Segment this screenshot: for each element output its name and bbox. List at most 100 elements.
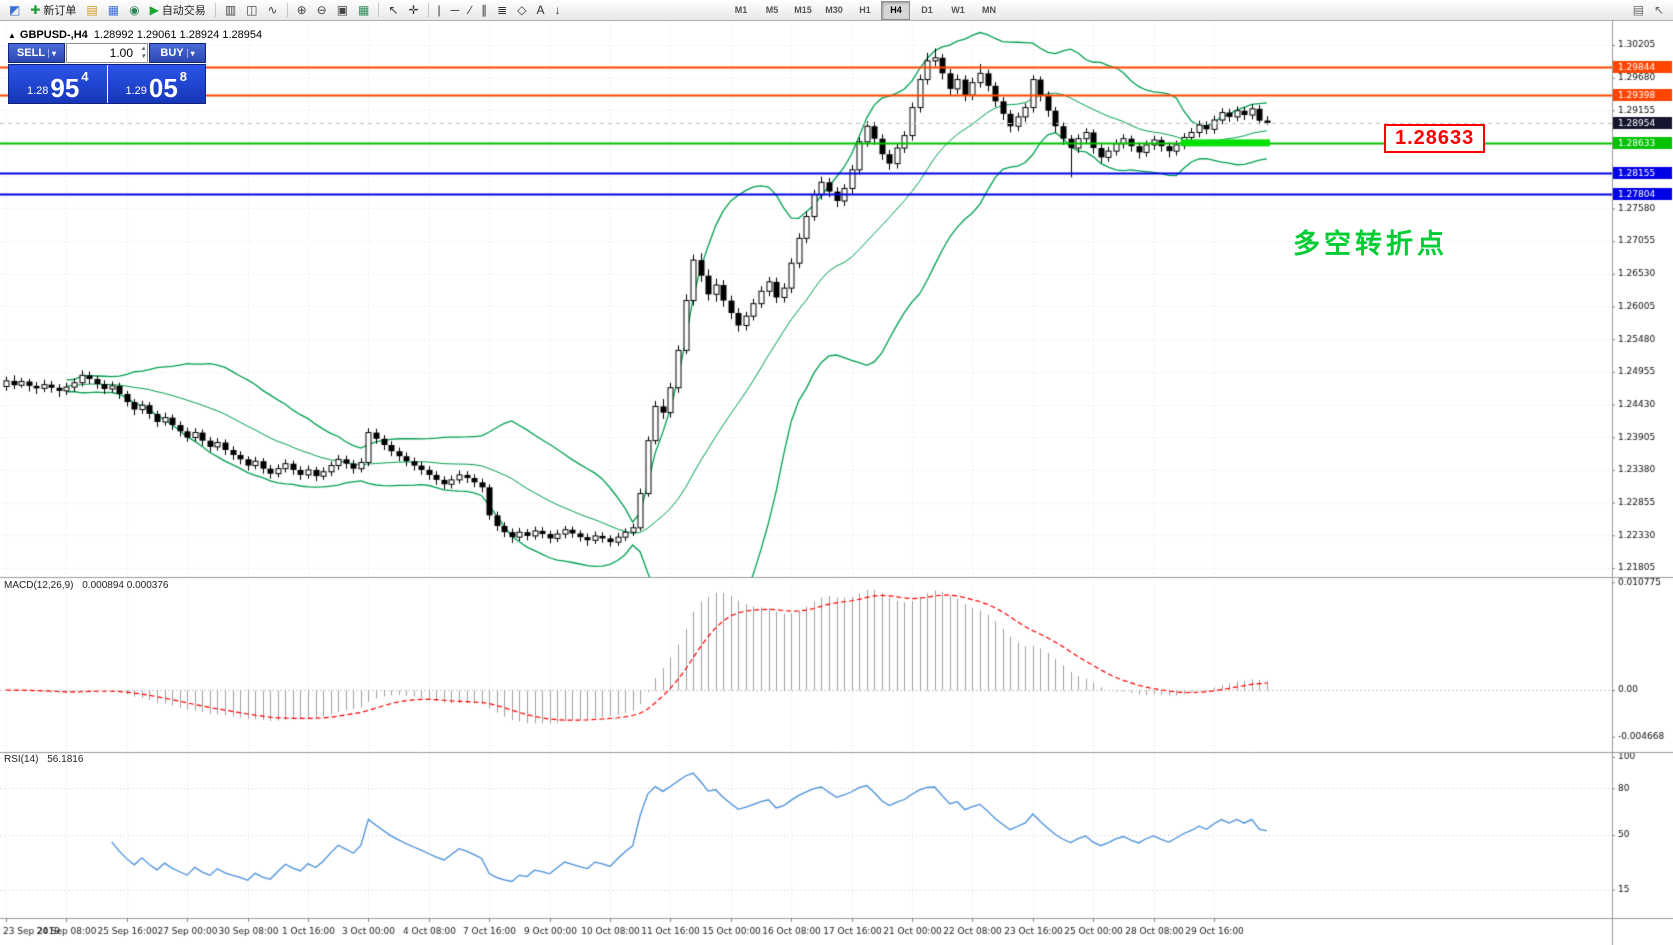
timeframe-button-h1[interactable]: H1 [859,5,871,15]
ask-price[interactable]: 1.29 05 8 [107,65,205,103]
trade-panel-toggle-icon[interactable]: ▲ [8,31,16,40]
chart-title: ▲ GBPUSD-,H4 1.28992 1.29061 1.28924 1.28… [8,29,262,41]
auto-trading-button-label: 自动交易 [161,5,206,17]
bid-price-pips: 95 [50,73,80,103]
bid-price[interactable]: 1.28 95 4 [9,65,107,103]
mt-logo-icon[interactable]: ◩ [5,0,24,20]
profile-icon[interactable]: ▦ [104,0,123,20]
one-click-trading-panel: SELL ▾ 1.00 ▴ ▾ BUY ▾ 1.28 95 4 [8,43,206,104]
ohlc-values: 1.28992 1.29061 1.28924 1.28954 [93,29,263,41]
candlestick-chart-icon-glyph: ◫ [246,3,258,17]
tile-windows-icon[interactable]: ▦ [354,0,373,20]
toolbar-separator [378,3,380,17]
spinner-up-icon[interactable]: ▴ [141,45,145,52]
toolbar-separator [214,3,216,17]
bid-price-prefix: 1.28 [26,85,49,97]
profile-icon-glyph: ▦ [107,3,120,17]
horizontal-line-icon[interactable]: ─ [447,0,464,20]
arrows-icon[interactable]: ↓ [550,0,564,20]
vertical-line-icon-glyph: | [437,3,441,17]
auto-trading-button[interactable]: ▶ 自动交易 [146,0,210,20]
chart-area: ▲ GBPUSD-,H4 1.28992 1.29061 1.28924 1.28… [0,21,1673,945]
ask-price-prefix: 1.29 [125,85,147,97]
timeframe-toolbar: M1 M5 M15 M30 H1 H4 D1 W1 MN [725,0,1004,20]
arrange-windows-icon-glyph: ▣ [336,3,349,17]
rsi-value: 56.1816 [47,754,84,765]
bar-chart-icon-glyph: ▥ [224,3,237,17]
buy-caret-icon: ▾ [186,48,195,58]
crosshair-icon[interactable]: ✛ [404,0,422,20]
sell-caret-icon: ▾ [48,48,56,58]
candlestick-chart-icon[interactable]: ◫ [242,0,261,20]
horizontal-line-icon-glyph: ─ [450,3,460,17]
vertical-line-icon[interactable]: | [434,0,445,20]
channel-icon[interactable]: ∥ [477,0,491,20]
ask-price-pips: 05 [148,73,178,103]
chart-window-icon-glyph: ▤ [86,3,98,17]
timeframe-button-m1[interactable]: M1 [734,5,748,15]
line-chart-icon[interactable]: ∿ [264,0,282,20]
new-order-button[interactable]: ✚ 新订单 [26,0,80,20]
buy-button-label: BUY [160,47,184,59]
zoom-out-icon[interactable]: ⊖ [313,0,331,20]
timeframe-button-d1[interactable]: D1 [921,5,933,15]
rsi-indicator-label: RSI(14) 56.1816 [4,754,83,765]
arrange-windows-icon[interactable]: ▣ [333,0,352,20]
toolbar-separator [427,3,429,17]
new-order-button-label: 新订单 [43,5,77,17]
fibonacci-icon[interactable]: ≣ [493,0,511,20]
channel-icon-glyph: ∥ [481,3,488,17]
buy-button[interactable]: BUY ▾ [149,43,206,63]
cursor-icon-glyph: ↖ [388,3,399,17]
toolbar-separator [286,3,288,17]
macd-values: 0.000894 0.000376 [82,580,169,591]
shapes-icon[interactable]: ◇ [513,0,530,20]
spinner-down-icon[interactable]: ▾ [141,53,145,60]
toolbar: ◩ ✚ 新订单 ▤ ▦ ◉ ▶ 自动交易 ▥ ◫ ∿ ⊕ ⊖ ▣ ▦ ↖ ✛ | ─ ∕ ∥ ≣ ◇ A ↓ M1 M5 M15 M3… [0,0,1673,21]
zoom-in-icon[interactable]: ⊕ [293,0,311,20]
volume-spinner[interactable]: ▴ ▾ [141,45,145,61]
market-watch-icon[interactable]: ◉ [125,0,143,20]
zoom-out-icon-glyph: ⊖ [316,3,327,17]
chart-text-annotation[interactable]: 多空转折点 [1293,229,1448,259]
timeframe-button-h4[interactable]: H4 [881,0,911,20]
sell-button[interactable]: SELL ▾ [8,43,65,63]
toolbar-left-group: ◩ ✚ 新订单 ▤ ▦ ◉ ▶ 自动交易 ▥ ◫ ∿ ⊕ ⊖ ▣ ▦ ↖ ✛ | ─ ∕ ∥ ≣ ◇ A ↓ [4,0,565,20]
fibonacci-icon-glyph: ≣ [497,3,508,17]
price-chart-canvas[interactable] [0,21,1673,945]
cursor-icon[interactable]: ↖ [384,0,402,20]
print-icon[interactable]: ▤ [1632,3,1644,17]
volume-input[interactable]: 1.00 ▴ ▾ [66,43,148,63]
sell-button-label: SELL [16,47,46,59]
macd-indicator-label: MACD(12,26,9) 0.000894 0.000376 [4,580,168,591]
rsi-name: RSI(14) [4,754,39,765]
auto-trading-icon: ▶ [149,3,159,17]
trendline-icon-glyph: ∕ [469,3,472,17]
text-label-icon[interactable]: A [532,0,548,20]
price-callout-label[interactable]: 1.28633 [1384,124,1486,153]
toolbar-right-group: ▤ ↖ [1628,0,1669,20]
volume-value: 1.00 [109,46,133,60]
new-order-icon: ✚ [30,3,41,17]
chart-window-icon[interactable]: ▤ [82,0,101,20]
bid-price-point: 4 [81,69,89,84]
macd-name: MACD(12,26,9) [4,580,74,591]
bar-chart-icon[interactable]: ▥ [221,0,240,20]
crosshair-icon-glyph: ✛ [408,3,419,17]
pointer-mini-icon[interactable]: ↖ [1653,3,1664,17]
zoom-in-icon-glyph: ⊕ [296,3,307,17]
shapes-icon-glyph: ◇ [517,3,527,17]
mt-logo-icon-glyph: ◩ [9,3,21,17]
timeframe-button-m15[interactable]: M15 [794,5,812,15]
timeframe-button-w1[interactable]: W1 [951,5,965,15]
ask-price-point: 8 [179,69,188,84]
tile-windows-icon-glyph: ▦ [358,3,370,17]
timeframe-button-mn[interactable]: MN [981,5,996,15]
trendline-icon[interactable]: ∕ [465,0,475,20]
market-watch-icon-glyph: ◉ [129,3,140,17]
timeframe-button-m30[interactable]: M30 [825,5,843,15]
line-chart-icon-glyph: ∿ [267,3,278,17]
timeframe-button-m5[interactable]: M5 [765,5,779,15]
text-label-icon-glyph: A [536,3,545,17]
